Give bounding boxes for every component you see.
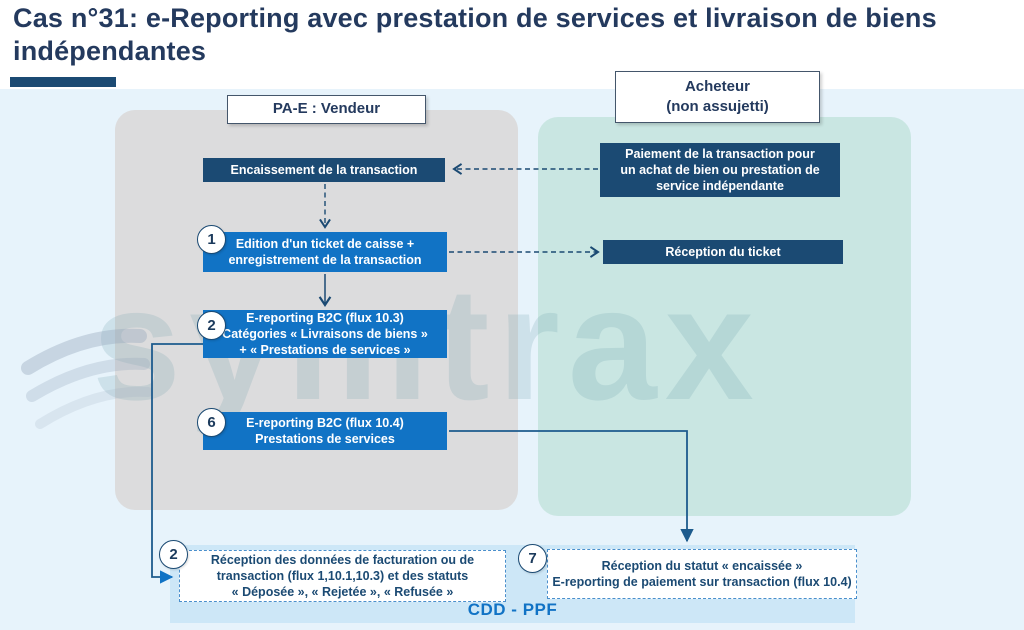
page-title: Cas n°31: e-Reporting avec prestation de… <box>13 3 937 66</box>
step-badge-2-bottom: 2 <box>159 540 188 569</box>
node-edition-ticket: Edition d'un ticket de caisse + enregist… <box>203 232 447 272</box>
title-underline <box>10 77 116 87</box>
node-reception-ticket: Réception du ticket <box>603 240 843 264</box>
step-badge-1: 1 <box>197 225 226 254</box>
vendor-lane-header: PA-E : Vendeur <box>227 95 426 124</box>
node-ereporting-flux-10-3: E-reporting B2C (flux 10.3) Catégories «… <box>203 310 447 358</box>
node-paiement: Paiement de la transaction pour un achat… <box>600 143 840 197</box>
step-badge-2: 2 <box>197 311 226 340</box>
step-badge-6: 6 <box>197 408 226 437</box>
cdd-ppf-label: CDD - PPF <box>467 600 558 619</box>
node-encaissement: Encaissement de la transaction <box>203 158 445 182</box>
step-badge-7: 7 <box>518 544 547 573</box>
buyer-lane-header: Acheteur (non assujetti) <box>615 71 820 123</box>
node-reception-donnees: Réception des données de facturation ou … <box>179 550 506 602</box>
node-reception-statut: Réception du statut « encaissée » E-repo… <box>547 549 857 599</box>
node-ereporting-flux-10-4: E-reporting B2C (flux 10.4) Prestations … <box>203 412 447 450</box>
